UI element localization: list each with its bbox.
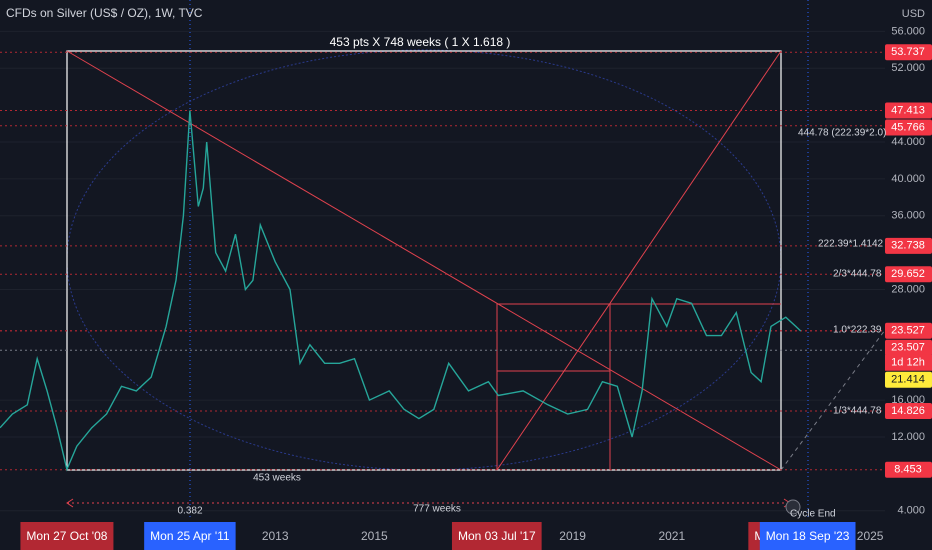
y-tick-label: 4.000 bbox=[897, 505, 925, 517]
price-label-box bbox=[885, 371, 932, 388]
annotation: 453 pts X 748 weeks ( 1 X 1.618 ) bbox=[330, 35, 511, 49]
price-label-box bbox=[885, 102, 932, 119]
axis-unit: USD bbox=[902, 8, 925, 20]
annotation: 222.39*1.4142 bbox=[818, 239, 884, 250]
x-tick-label: 2015 bbox=[361, 529, 388, 543]
x-tick-label: 2025 bbox=[857, 529, 884, 543]
price-label-box bbox=[885, 402, 932, 419]
date-marker-box bbox=[20, 522, 114, 550]
annotation: Cycle End bbox=[790, 509, 836, 520]
countdown-box bbox=[885, 354, 932, 371]
y-tick-label: 36.000 bbox=[891, 210, 925, 222]
date-marker-box bbox=[451, 522, 542, 550]
y-tick-label: 12.000 bbox=[891, 431, 925, 443]
annotation: 453 weeks bbox=[253, 473, 301, 484]
price-label: 53.737 bbox=[891, 46, 925, 58]
price-label: 23.527 bbox=[891, 325, 925, 337]
x-tick-label: 2019 bbox=[559, 529, 586, 543]
cycle-icon bbox=[785, 499, 801, 515]
annotation: 1.0*222.39 bbox=[833, 325, 882, 336]
diagonal bbox=[496, 50, 782, 471]
date-marker: Mon 03 Jul '17 bbox=[458, 529, 536, 543]
price-label: 8.453 bbox=[894, 464, 922, 476]
annotation: 0.382 bbox=[177, 506, 202, 517]
price-label: 29.652 bbox=[891, 268, 925, 280]
date-marker: Mon 18 Sep '23 bbox=[766, 529, 850, 543]
x-tick-label: 2013 bbox=[262, 529, 289, 543]
annotation: 1/3*444.78 bbox=[833, 406, 882, 417]
levels: 53.737 47.413 45.766 32.738 29.652 23.527 23.5… bbox=[885, 44, 932, 478]
y-tick-label: 56.000 bbox=[891, 25, 925, 37]
price-label: 47.413 bbox=[891, 104, 925, 116]
annotation: 444.78 (222.39*2.0) bbox=[798, 128, 886, 139]
price-label-box bbox=[885, 119, 932, 136]
price-label-box bbox=[885, 237, 932, 254]
price-label: 23.507 bbox=[891, 342, 925, 354]
chart-title: CFDs on Silver (US$ / OZ), 1W, TVC bbox=[6, 6, 203, 20]
price-label: 21.414 bbox=[891, 374, 925, 386]
drawings bbox=[0, 0, 886, 520]
date-marker: Mon 27 Oct '08 bbox=[26, 529, 107, 543]
price-label: 14.826 bbox=[891, 405, 925, 417]
annotation: 2/3*444.78 bbox=[833, 269, 882, 280]
price-label-box bbox=[885, 461, 932, 478]
y-tick-label: 52.000 bbox=[891, 62, 925, 74]
price-label-box bbox=[885, 266, 932, 283]
date-marker-box bbox=[759, 522, 856, 550]
price-label: 32.738 bbox=[891, 240, 925, 252]
date-marker-box bbox=[144, 522, 236, 550]
gann-box bbox=[66, 50, 782, 471]
countdown: 1d 12h bbox=[891, 357, 925, 369]
projection bbox=[780, 329, 886, 471]
price-line bbox=[0, 110, 802, 472]
price-label: 45.766 bbox=[891, 121, 925, 133]
price-label-box bbox=[885, 339, 932, 356]
x-tick-label: 2021 bbox=[658, 529, 685, 543]
y-tick-label: 40.000 bbox=[891, 173, 925, 185]
y-tick-label: 28.000 bbox=[891, 283, 925, 295]
price-label-box bbox=[885, 44, 932, 61]
y-tick-label: 44.000 bbox=[891, 136, 925, 148]
annotation: 777 weeks bbox=[413, 504, 461, 515]
price-label-box bbox=[885, 322, 932, 339]
sub-box bbox=[496, 303, 781, 470]
date-marker: Mon 25 Apr '11 bbox=[150, 529, 230, 543]
diagonal bbox=[66, 50, 782, 471]
